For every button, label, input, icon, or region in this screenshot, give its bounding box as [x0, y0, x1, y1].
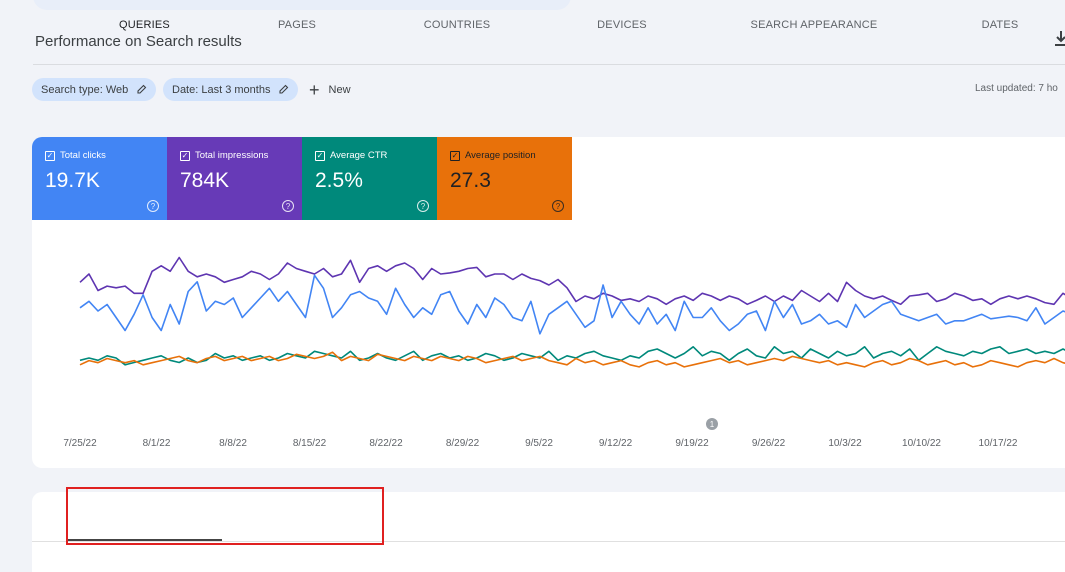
x-tick-label: 9/19/22 [675, 438, 709, 449]
metric-label: Total impressions [195, 150, 269, 161]
metric-value: 27.3 [450, 169, 491, 192]
last-updated-text: Last updated: 7 ho [975, 83, 1058, 94]
x-tick-label: 10/17/22 [978, 438, 1018, 449]
checkbox-checked-icon[interactable]: ✓ [450, 150, 460, 161]
tab-pages[interactable]: PAGES [277, 18, 317, 31]
active-tab-indicator [67, 539, 222, 541]
checkbox-checked-icon[interactable]: ✓ [315, 150, 325, 161]
x-tick-label: 9/26/22 [751, 438, 786, 449]
x-tick-label: 10/10/22 [902, 438, 941, 449]
annotation-badge[interactable]: 1 [706, 418, 718, 430]
help-icon[interactable]: ? [417, 200, 429, 212]
x-tick-label: 7/25/22 [63, 438, 97, 449]
edit-pencil-icon [137, 84, 147, 94]
date-filter-chip[interactable]: Date: Last 3 months [163, 78, 298, 101]
tab-queries[interactable]: QUERIES [119, 18, 170, 31]
tab-devices[interactable]: DEVICES [597, 18, 647, 31]
title-divider [33, 64, 1065, 65]
new-filter-label: New [328, 83, 351, 96]
x-tick-label: 8/15/22 [292, 438, 327, 449]
x-tick-label: 9/5/22 [525, 438, 553, 449]
edit-pencil-icon [279, 84, 289, 94]
help-icon[interactable]: ? [147, 200, 159, 212]
tab-countries[interactable]: COUNTRIES [423, 18, 491, 31]
metric-total-clicks[interactable]: ✓ Total clicks 19.7K ? [32, 137, 167, 220]
metric-value: 2.5% [315, 169, 363, 192]
help-icon[interactable]: ? [552, 200, 564, 212]
performance-line-chart [79, 256, 1065, 368]
metric-label: Average position [465, 150, 536, 161]
x-tick-label: 8/22/22 [369, 438, 403, 449]
metric-value: 784K [180, 169, 230, 192]
previous-section-card [33, 0, 571, 10]
search-type-label: Search type: Web [41, 83, 129, 96]
highlight-annotation-box [66, 487, 384, 545]
series-line-total-impressions [79, 256, 1065, 306]
date-filter-label: Date: Last 3 months [172, 83, 271, 96]
checkbox-checked-icon[interactable]: ✓ [180, 150, 190, 161]
new-filter-button[interactable]: + New [309, 78, 351, 101]
series-line-average-position [79, 351, 1065, 368]
metric-label: Total clicks [60, 150, 106, 161]
tabs-divider [32, 541, 1065, 542]
series-line-total-clicks [79, 274, 1065, 335]
series-line-average-ctr [79, 346, 1065, 366]
performance-chart-card: ✓ Total clicks 19.7K ? ✓ Total impressio… [32, 137, 1065, 468]
download-icon[interactable] [1054, 30, 1065, 48]
x-tick-label: 8/29/22 [445, 438, 480, 449]
plus-icon: + [309, 79, 320, 100]
search-type-filter-chip[interactable]: Search type: Web [32, 78, 156, 101]
metric-value: 19.7K [45, 169, 100, 192]
x-tick-label: 9/12/22 [598, 438, 633, 449]
help-icon[interactable]: ? [282, 200, 294, 212]
page-title: Performance on Search results [35, 33, 242, 50]
checkbox-checked-icon[interactable]: ✓ [45, 150, 55, 161]
x-tick-label: 8/8/22 [219, 438, 247, 449]
metric-label: Average CTR [330, 150, 388, 161]
x-tick-label: 8/1/22 [142, 438, 171, 449]
tab-dates[interactable]: DATES [981, 18, 1019, 31]
tab-search-appearance[interactable]: SEARCH APPEARANCE [750, 18, 878, 31]
metric-average-ctr[interactable]: ✓ Average CTR 2.5% ? [302, 137, 437, 220]
metric-average-position[interactable]: ✓ Average position 27.3 ? [437, 137, 572, 220]
metric-total-impressions[interactable]: ✓ Total impressions 784K ? [167, 137, 302, 220]
x-tick-label: 10/3/22 [828, 438, 862, 449]
